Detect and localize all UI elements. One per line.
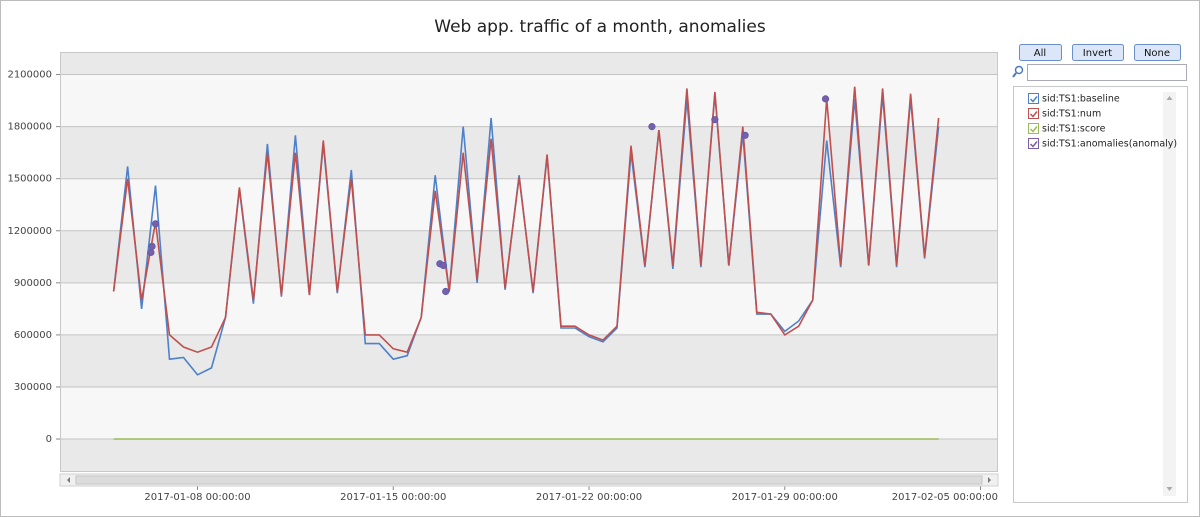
chart-title: Web app. traffic of a month, anomalies	[434, 17, 766, 37]
checkbox-box	[1028, 108, 1039, 119]
filter-button[interactable]: All	[1019, 44, 1062, 61]
y-tick-label: 1200000	[7, 226, 52, 237]
button-label[interactable]: Invert	[1083, 48, 1112, 59]
legend-label[interactable]: sid:TS1:baseline	[1042, 94, 1120, 105]
legend-label[interactable]: sid:TS1:score	[1042, 124, 1106, 135]
v-scrollbar[interactable]	[1163, 92, 1176, 496]
series-list-box	[1013, 86, 1188, 503]
y-tick-label: 1800000	[7, 122, 52, 133]
legend-checkbox[interactable]	[1028, 108, 1039, 119]
anomaly-point	[648, 123, 656, 131]
checkbox-box	[1028, 123, 1039, 134]
series-panel: sid:TS1:baseline sid:TS1:num sid:TS1:score…	[1012, 44, 1188, 503]
anomaly-point	[151, 220, 160, 228]
anomaly-point	[821, 95, 830, 103]
anomaly-point	[711, 116, 719, 124]
grid-band	[60, 74, 998, 127]
anomaly-point	[741, 131, 749, 139]
plot-border	[60, 52, 998, 472]
legend-label[interactable]: sid:TS1:num	[1042, 109, 1101, 120]
legend-checkbox[interactable]	[1028, 123, 1039, 134]
button-face[interactable]	[1134, 44, 1181, 61]
anomaly-point	[147, 248, 155, 257]
checkbox-check	[1029, 111, 1038, 118]
checkbox-check	[1029, 126, 1038, 133]
button-label[interactable]: All	[1034, 48, 1046, 59]
legend-label[interactable]: sid:TS1:anomalies(anomaly)	[1042, 139, 1177, 150]
x-tick-label: 2017-01-15 00:00:00	[340, 492, 446, 503]
button-label[interactable]: None	[1144, 48, 1170, 59]
grid-band	[60, 386, 998, 440]
y-tick-label: 600000	[14, 330, 52, 341]
grid-band	[60, 282, 998, 335]
button-face[interactable]	[1019, 44, 1062, 61]
y-tick-label: 0	[46, 434, 52, 445]
checkbox-check	[1029, 141, 1038, 148]
y-tick-label: 300000	[14, 382, 52, 393]
plot-area: 0 300000 600000 900000 1200000 1500000 1800000…	[7, 52, 998, 503]
filter-button[interactable]: Invert	[1072, 44, 1124, 61]
search-box[interactable]	[1027, 64, 1187, 81]
checkbox-check	[1029, 96, 1038, 103]
series-line	[112, 86, 940, 354]
x-tick-label: 2017-01-29 00:00:00	[732, 492, 838, 503]
anomaly-point	[442, 287, 450, 296]
checkbox-box	[1028, 138, 1039, 149]
h-scrollbar[interactable]	[59, 473, 999, 487]
button-face[interactable]	[1072, 44, 1124, 61]
legend-checkbox[interactable]	[1028, 93, 1039, 104]
anomaly-point	[439, 261, 447, 270]
series-layer	[112, 86, 940, 440]
x-tick-label: 2017-01-22 00:00:00	[536, 492, 642, 503]
grid-band	[60, 178, 998, 231]
y-tick-label: 900000	[14, 278, 52, 289]
y-tick-label: 1500000	[7, 174, 52, 185]
x-tick-label: 2017-01-08 00:00:00	[144, 492, 250, 503]
x-tick-label: 2017-02-05 00:00:00	[892, 492, 998, 503]
checkbox-box	[1028, 93, 1039, 104]
filter-button[interactable]: None	[1134, 44, 1181, 61]
y-tick-label: 2100000	[7, 70, 52, 81]
anomaly-point	[148, 242, 156, 250]
search-icon	[1012, 65, 1024, 78]
legend-checkbox[interactable]	[1028, 138, 1039, 149]
